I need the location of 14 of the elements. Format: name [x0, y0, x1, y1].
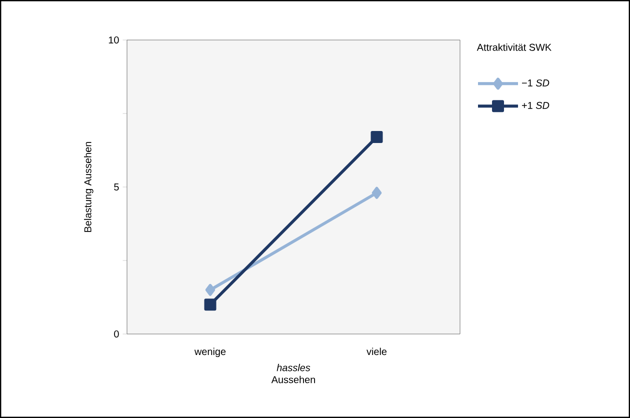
x-tick-label: viele: [366, 348, 387, 356]
y-tick-label: 0: [114, 330, 119, 338]
point: [204, 298, 216, 311]
point: [370, 131, 383, 144]
y-axis-title: Belastung Aussehen: [84, 142, 94, 232]
legend-title: Attraktivität SWK: [476, 44, 552, 51]
point: [372, 186, 382, 199]
legend-label: +1 SD: [522, 102, 550, 109]
y-tick-label: 5: [114, 184, 119, 190]
point: [205, 284, 216, 296]
x-axis-title: hassles Aussehen: [271, 364, 316, 384]
legend-label: −1 SD: [522, 79, 550, 87]
x-tick-label: wenige: [194, 348, 226, 358]
y-tick-label: 10: [108, 36, 119, 44]
